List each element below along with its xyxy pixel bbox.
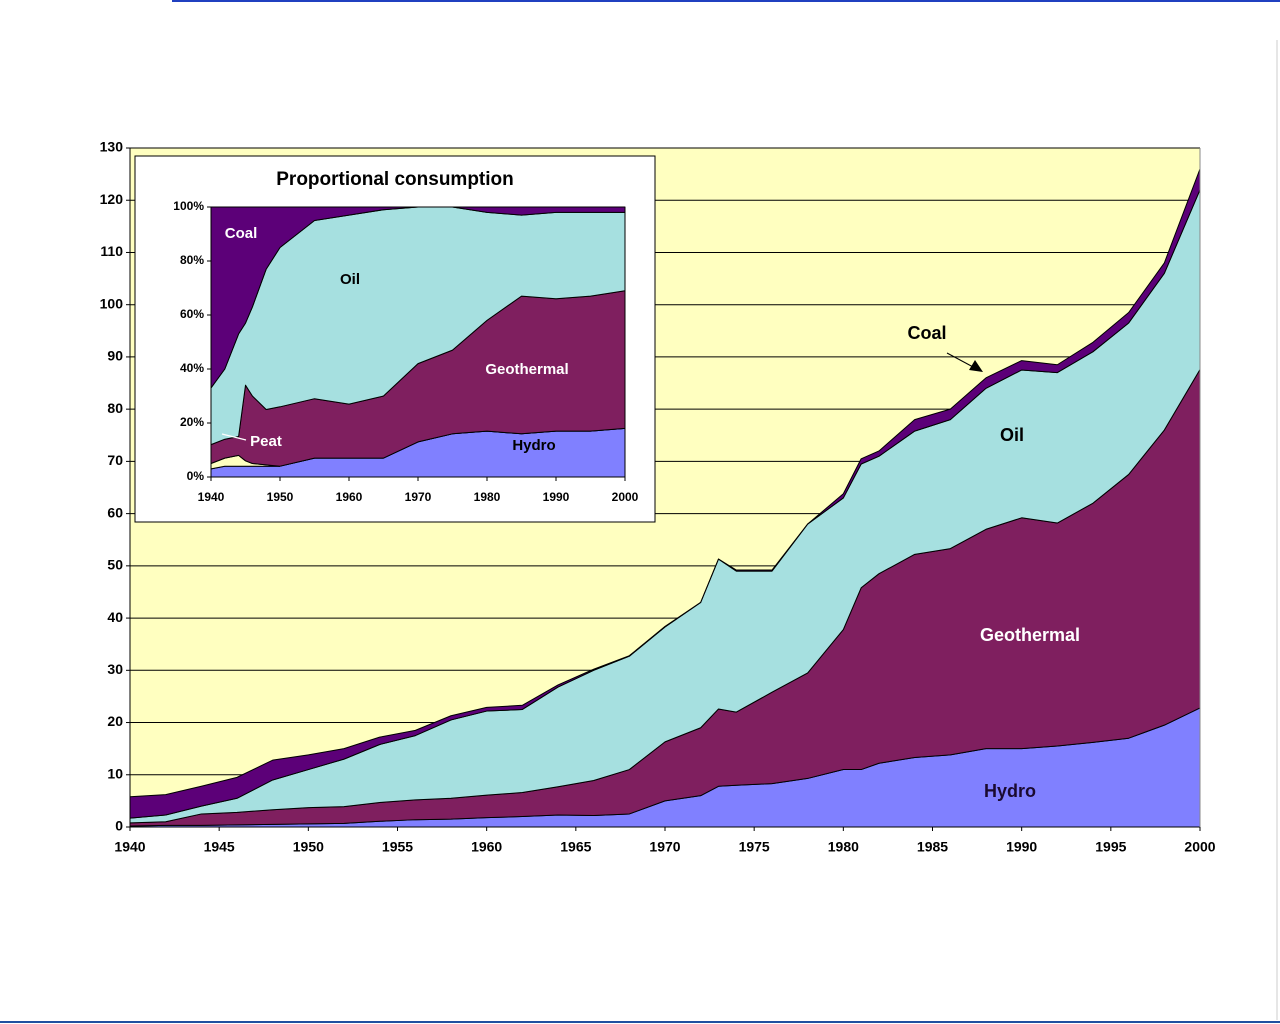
- series-label: Hydro: [984, 781, 1036, 801]
- x-tick-label: 2000: [612, 490, 639, 504]
- x-tick-label: 1975: [739, 839, 770, 855]
- y-tick-label: 50: [107, 557, 123, 573]
- series-label: Hydro: [512, 437, 555, 454]
- label-pointer: [221, 433, 247, 441]
- y-tick-label: 100: [100, 295, 124, 311]
- y-tick-label: 80%: [180, 253, 204, 267]
- x-tick-label: 1980: [828, 839, 859, 855]
- x-tick-label: 1940: [114, 839, 145, 855]
- x-tick-label: 1960: [471, 839, 502, 855]
- x-tick-label: 1985: [917, 839, 948, 855]
- x-tick-label: 1965: [560, 839, 591, 855]
- y-tick-label: 0: [115, 818, 123, 834]
- y-tick-label: 60%: [180, 307, 204, 321]
- y-tick-label: 20: [107, 713, 123, 729]
- series-label: Geothermal: [485, 361, 568, 378]
- x-tick-label: 1990: [543, 490, 570, 504]
- series-label: Peat: [250, 433, 282, 450]
- x-tick-label: 1970: [405, 490, 432, 504]
- series-label: Geothermal: [980, 625, 1080, 645]
- y-tick-label: 60: [107, 504, 123, 520]
- x-tick-label: 1970: [649, 839, 680, 855]
- x-tick-label: 1980: [474, 490, 501, 504]
- x-tick-label: 1990: [1006, 839, 1037, 855]
- area: [210, 206, 626, 389]
- y-tick-label: 100%: [173, 199, 204, 213]
- x-tick-label: 1945: [204, 839, 235, 855]
- y-tick-label: 40: [107, 609, 123, 625]
- x-tick-label: 1950: [293, 839, 324, 855]
- y-tick-label: 30: [107, 661, 123, 677]
- y-tick-label: 80: [107, 400, 123, 416]
- y-tick-label: 10: [107, 765, 123, 781]
- x-tick-label: 1995: [1095, 839, 1126, 855]
- chart-panel: Proportional consumption 0% 20% 40% 60% 80% 10…: [134, 155, 656, 523]
- y-tick-label: 130: [100, 139, 124, 155]
- series-label: Coal: [907, 323, 946, 343]
- x-tick-label: 1955: [382, 839, 413, 855]
- chart-title: Proportional consumption: [276, 169, 514, 190]
- series-label: Oil: [1000, 425, 1024, 445]
- arrow-head: [969, 360, 983, 372]
- y-tick-label: 120: [100, 191, 124, 207]
- x-tick-label: 1960: [336, 490, 363, 504]
- series-label: Coal: [225, 225, 258, 242]
- series-label: Oil: [340, 271, 360, 288]
- x-tick-label: 2000: [1184, 839, 1215, 855]
- y-tick-label: 40%: [180, 361, 204, 375]
- x-tick-label: 1940: [198, 490, 225, 504]
- y-tick-label: 90: [107, 348, 123, 364]
- y-tick-label: 0%: [187, 469, 205, 483]
- y-tick-label: 70: [107, 452, 123, 468]
- label-arrow: [946, 352, 976, 369]
- y-tick-label: 20%: [180, 415, 204, 429]
- y-tick-label: 110: [100, 243, 123, 259]
- x-tick-label: 1950: [267, 490, 294, 504]
